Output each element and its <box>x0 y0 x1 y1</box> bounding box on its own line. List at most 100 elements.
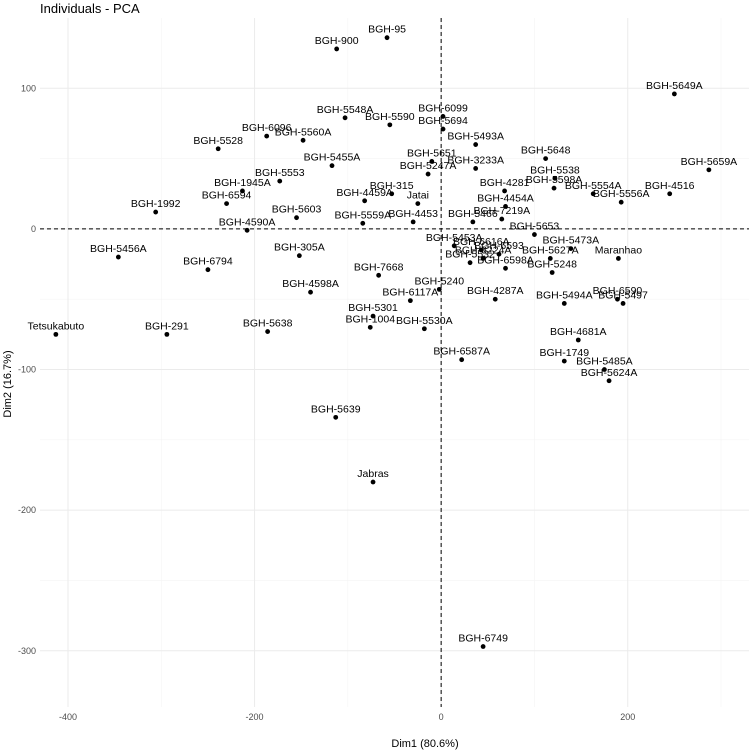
data-point <box>543 156 549 162</box>
point-label: BGH-5473A <box>543 235 600 247</box>
point-label: BGH-6616A <box>453 236 510 248</box>
data-point <box>590 191 596 197</box>
point-label: BGH-305A <box>274 242 325 254</box>
x-tick-label: -200 <box>246 712 264 722</box>
point-label: BGH-5590 <box>365 111 415 123</box>
data-point <box>308 289 313 295</box>
data-point <box>342 115 348 121</box>
data-point <box>329 163 335 169</box>
data-point <box>667 191 673 197</box>
data-point <box>473 142 479 147</box>
point-label: BGH-5649A <box>646 80 703 92</box>
data-point <box>451 243 457 249</box>
data-point <box>264 133 270 139</box>
data-point <box>480 256 486 261</box>
data-point <box>620 301 626 306</box>
data-point <box>467 260 473 266</box>
point-label: BGH-4281 <box>480 177 530 189</box>
point-label: BGH-4454A <box>477 192 534 204</box>
data-point <box>425 171 431 177</box>
data-point <box>415 201 421 207</box>
data-point <box>370 313 376 319</box>
point-label: BGH-4287A <box>467 285 524 297</box>
data-point <box>706 167 712 173</box>
point-label: BGH-5648 <box>521 145 571 157</box>
point-label: BGH-5528 <box>193 135 243 147</box>
point-label: BGH-5559A <box>334 209 391 221</box>
x-axis-title: Dim1 (80.6%) <box>391 738 458 750</box>
point-label: Maranhao <box>595 244 642 256</box>
point-label: BGH-5627A <box>522 244 579 256</box>
point-label: BGH-5598A <box>526 174 583 186</box>
data-point <box>429 159 435 164</box>
data-point <box>496 251 502 257</box>
x-tick-label: 200 <box>620 712 635 722</box>
point-label: BGH-6117A <box>382 287 438 299</box>
point-label: BGH-5548A <box>317 104 374 116</box>
point-label: BGH-5638 <box>243 318 293 330</box>
data-point <box>389 191 395 197</box>
data-point <box>671 91 677 97</box>
data-point <box>205 267 211 273</box>
point-label: BGH-5493A <box>447 131 504 143</box>
data-point <box>606 378 612 384</box>
data-point <box>215 146 221 152</box>
data-point <box>265 329 271 334</box>
data-point <box>376 272 382 278</box>
point-label: BGH-4459A <box>336 187 393 199</box>
y-tick-label: -100 <box>18 365 36 375</box>
point-label: BGH-5248 <box>527 259 577 271</box>
data-point <box>615 296 620 302</box>
point-label: BGH-6794 <box>183 256 233 268</box>
data-point <box>224 201 229 207</box>
point-label: BGH-5553 <box>255 167 305 179</box>
point-label: BGH-5538 <box>530 164 580 176</box>
point-label: BGH-95 <box>368 24 406 36</box>
data-point <box>367 324 373 330</box>
point-label: Jabras <box>357 468 389 480</box>
point-label: BGH-6096 <box>242 122 292 134</box>
point-label: BGH-6598A <box>477 254 534 266</box>
point-label: BGH-4516 <box>645 180 695 192</box>
point-label: BGH-5556A <box>593 188 650 200</box>
point-label: BGH-5453A <box>426 232 483 244</box>
point-label: BGH-1992 <box>131 198 181 210</box>
point-label: BGH-4681A <box>550 326 607 338</box>
point-label: BGH-7219A <box>473 205 530 217</box>
point-label: BGH-5653 <box>510 221 560 233</box>
data-point <box>618 199 624 205</box>
point-label: BGH-5694 <box>418 115 468 127</box>
data-point <box>575 337 581 343</box>
data-point <box>552 175 558 181</box>
point-label: BGH-5624A <box>581 367 638 379</box>
data-point <box>370 479 376 485</box>
data-point <box>294 215 299 221</box>
point-label: Tetsukabuto <box>28 320 85 332</box>
point-label: BGH-6593 <box>474 240 524 252</box>
data-point <box>362 198 368 204</box>
x-axis-ticks: -400 -200 0 200 <box>59 712 635 722</box>
point-label: BGH-6590 <box>593 285 643 297</box>
data-point <box>164 331 170 337</box>
data-point <box>549 270 555 275</box>
point-label: BGH-5247A <box>400 160 457 172</box>
data-point <box>300 137 306 143</box>
point-label: BGH-1945A <box>214 177 271 189</box>
point-label: BGH-5301 <box>348 302 398 314</box>
data-point <box>492 296 498 302</box>
data-point <box>410 219 416 225</box>
data-point <box>407 298 413 304</box>
point-label: BGH-4590A <box>219 216 276 228</box>
data-point <box>499 216 505 222</box>
data-point <box>440 126 446 132</box>
x-tick-label: -400 <box>59 712 77 722</box>
data-point <box>153 209 159 215</box>
data-point <box>503 204 508 209</box>
point-label: BGH-3224A <box>455 244 512 256</box>
point-label: BGH-5455A <box>304 152 361 164</box>
point-label: BGH-5485A <box>576 356 633 368</box>
point-label: BGH-7668 <box>354 261 404 273</box>
point-label: BGH-6749 <box>458 633 508 645</box>
data-point <box>615 256 621 261</box>
point-label: BGH-6099 <box>418 102 468 114</box>
